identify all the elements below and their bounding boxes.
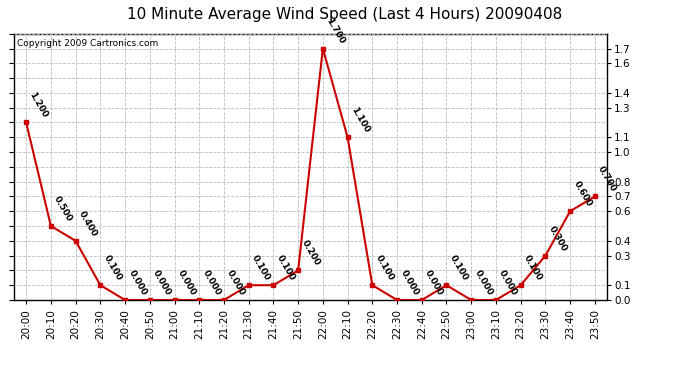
Text: 1.700: 1.700 (324, 17, 346, 46)
Text: 0.000: 0.000 (497, 268, 519, 297)
Text: 0.100: 0.100 (448, 254, 470, 282)
Text: 0.000: 0.000 (176, 268, 197, 297)
Text: 10 Minute Average Wind Speed (Last 4 Hours) 20090408: 10 Minute Average Wind Speed (Last 4 Hou… (128, 8, 562, 22)
Text: 0.700: 0.700 (596, 165, 618, 194)
Text: 1.100: 1.100 (349, 106, 371, 135)
Text: 0.600: 0.600 (571, 180, 593, 209)
Text: 0.300: 0.300 (546, 224, 569, 253)
Text: 0.000: 0.000 (398, 268, 420, 297)
Text: 0.000: 0.000 (126, 268, 148, 297)
Text: 0.000: 0.000 (423, 268, 445, 297)
Text: Copyright 2009 Cartronics.com: Copyright 2009 Cartronics.com (17, 39, 158, 48)
Text: 0.000: 0.000 (201, 268, 222, 297)
Text: 1.200: 1.200 (28, 91, 50, 120)
Text: 0.100: 0.100 (250, 254, 272, 282)
Text: 0.200: 0.200 (299, 239, 322, 268)
Text: 0.100: 0.100 (522, 254, 544, 282)
Text: 0.000: 0.000 (473, 268, 494, 297)
Text: 0.100: 0.100 (101, 254, 124, 282)
Text: 0.000: 0.000 (151, 268, 173, 297)
Text: 0.100: 0.100 (374, 254, 395, 282)
Text: 0.100: 0.100 (275, 254, 297, 282)
Text: 0.500: 0.500 (52, 195, 74, 223)
Text: 0.400: 0.400 (77, 209, 99, 238)
Text: 0.000: 0.000 (226, 268, 247, 297)
